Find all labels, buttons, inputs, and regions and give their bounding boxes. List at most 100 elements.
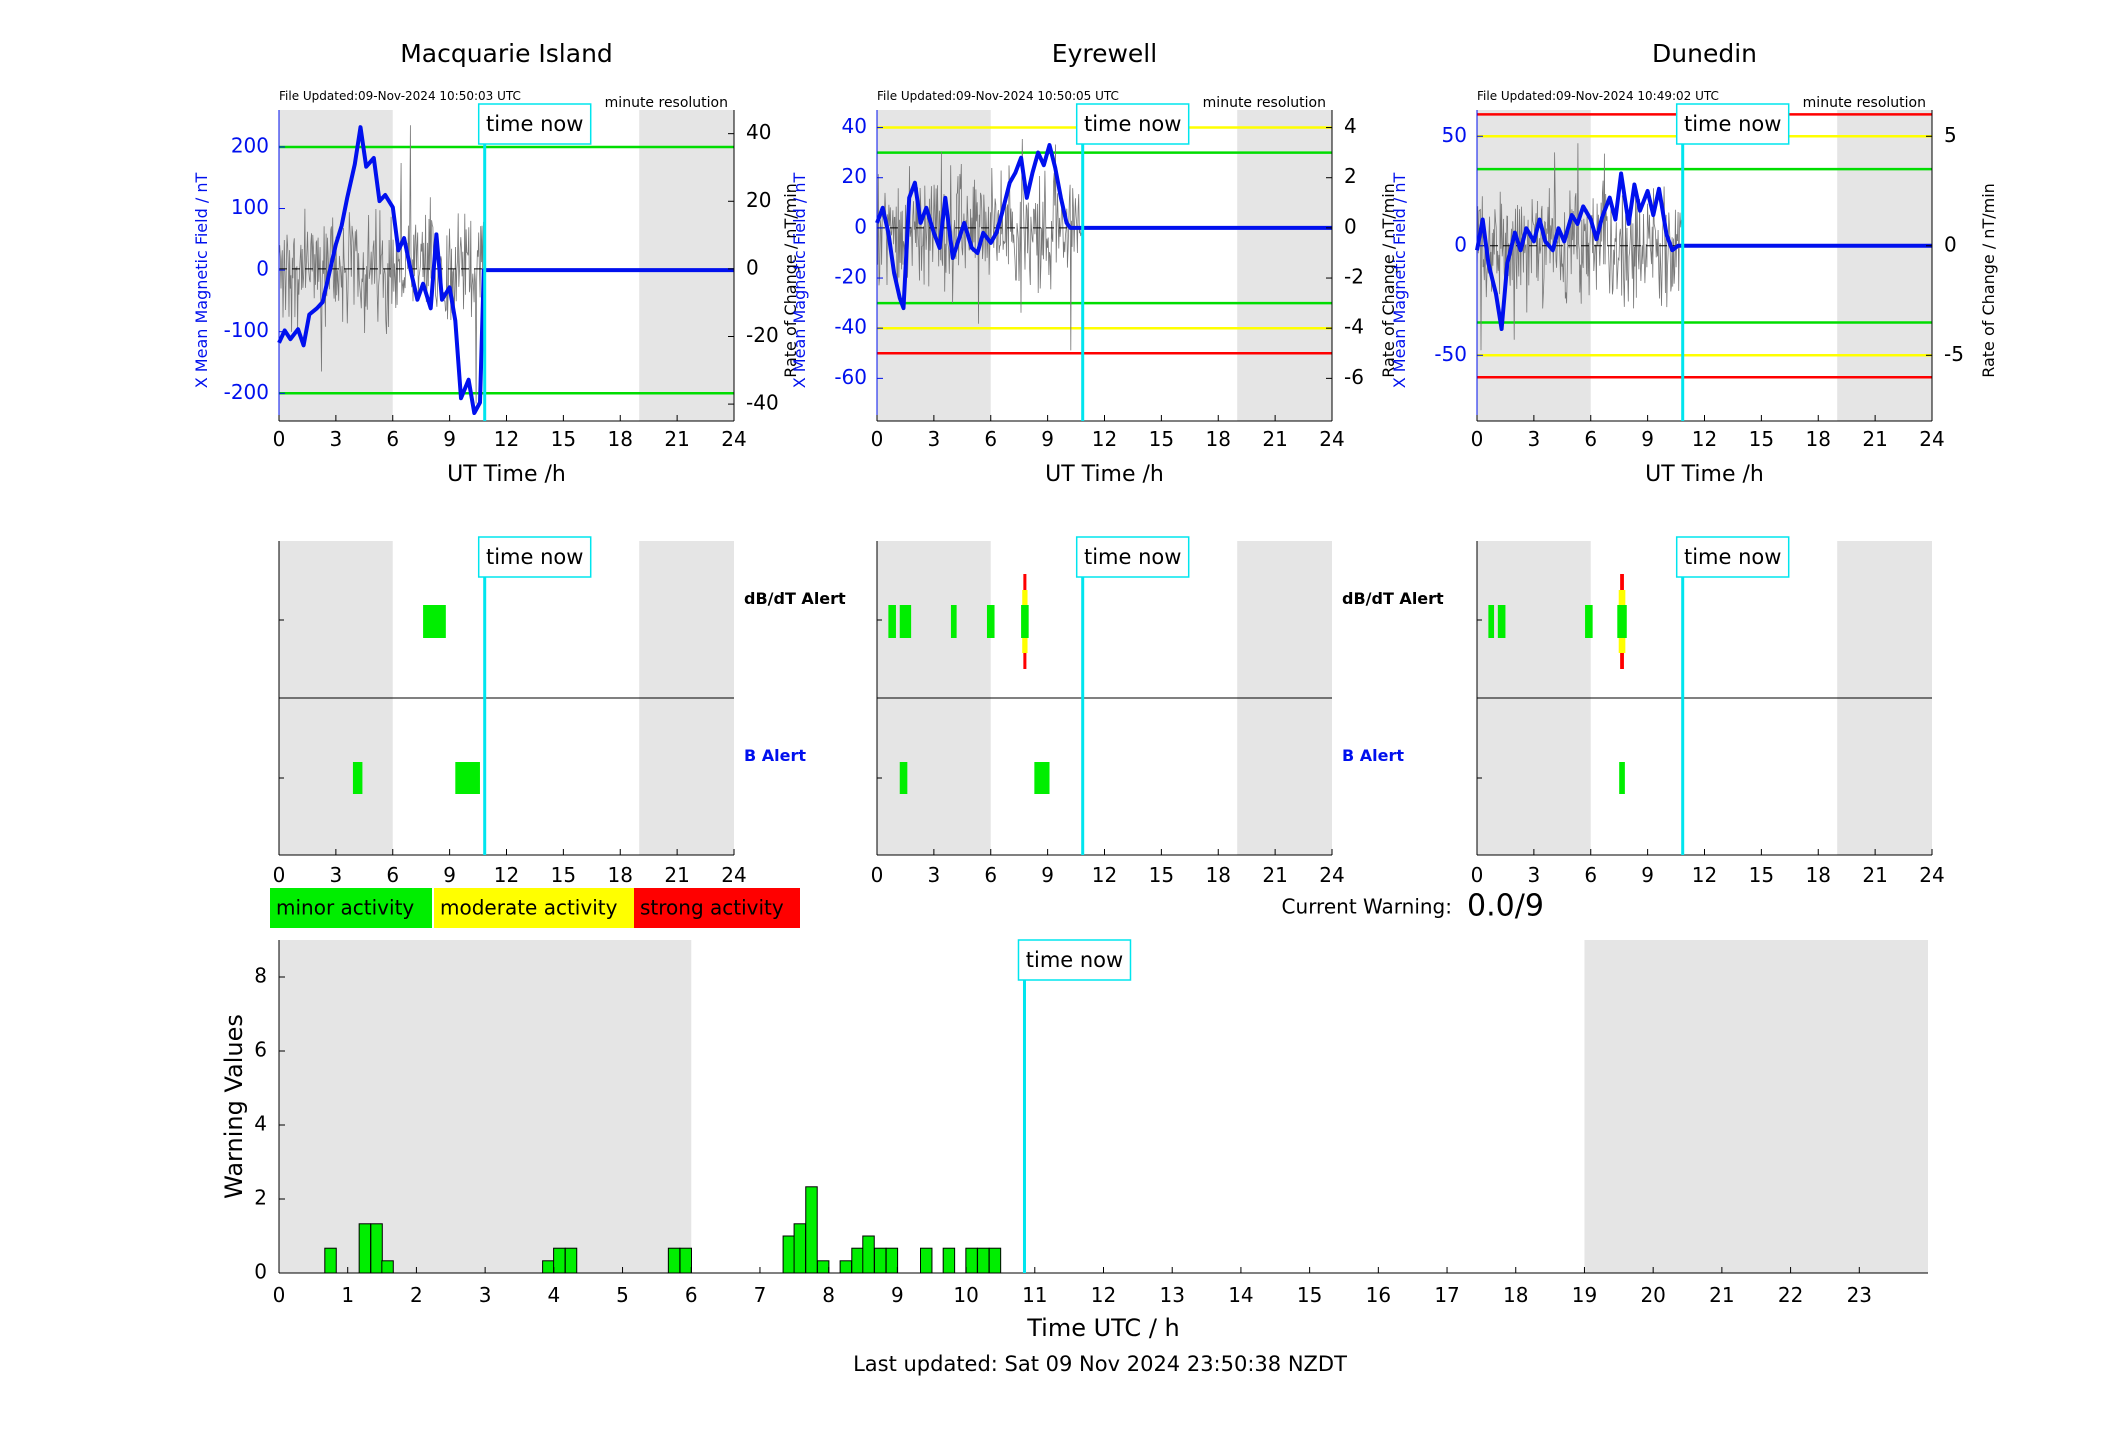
legend-label: strong activity [640, 896, 784, 920]
warning-bar [816, 1260, 830, 1274]
time-now-box [1675, 536, 1790, 578]
dbdt-alert-bar [888, 605, 896, 638]
time-now-label: time now [1684, 545, 1781, 569]
dbdt-alert-bar [1497, 605, 1506, 638]
x-tick-label: 18 [1206, 427, 1231, 451]
x-tick-label: 12 [1692, 427, 1717, 451]
night-shading [1837, 110, 1932, 421]
chart-x-tick-label: 22 [1778, 1283, 1803, 1307]
right-tick-label: 20 [746, 188, 771, 212]
site-title: Dunedin [1652, 39, 1757, 68]
file-updated: File Updated:09-Nov-2024 10:50:05 UTC [877, 89, 1119, 103]
left-y-label: X Mean Magnetic Field / nT [790, 173, 809, 389]
right-tick-label: -4 [1344, 315, 1364, 339]
x-tick-label: 0 [273, 427, 286, 451]
last-updated-footer: Last updated: Sat 09 Nov 2024 23:50:38 N… [853, 1352, 1347, 1376]
x-tick-label: 9 [1041, 863, 1054, 887]
x-tick-label: 0 [871, 863, 884, 887]
dbdt-alert-label: dB/dT Alert [1342, 589, 1444, 608]
b-alert-bar [1619, 762, 1625, 794]
x-tick-label: 24 [1319, 427, 1344, 451]
field-trace [277, 125, 734, 415]
time-now-label: time now [1084, 112, 1181, 136]
b-alert-bar [899, 762, 908, 794]
time-now-box [1017, 939, 1132, 981]
chart-x-tick-label: 1 [341, 1283, 354, 1307]
left-tick-label: 50 [1442, 123, 1467, 147]
time-now-label: time now [1084, 545, 1181, 569]
warning-bar [564, 1247, 578, 1274]
time-now-label: time now [486, 545, 583, 569]
chart-x-tick-label: 10 [953, 1283, 978, 1307]
warning-bar [358, 1223, 372, 1274]
x-tick-label: 9 [443, 427, 456, 451]
x-tick-label: 0 [871, 427, 884, 451]
x-tick-label: 12 [1092, 863, 1117, 887]
left-tick-label: -40 [834, 315, 867, 339]
chart-y-tick-label: 4 [254, 1112, 267, 1136]
dbdt-alert-bar [423, 605, 446, 638]
legend-swatch-strong-activity [634, 888, 800, 928]
chart-x-tick-label: 21 [1709, 1283, 1734, 1307]
left-y-label: X Mean Magnetic Field / nT [192, 173, 211, 389]
resolution-label: minute resolution [1203, 95, 1326, 111]
right-y-label: Rate of Change / nT/min [1979, 183, 1998, 378]
warning-bar [782, 1235, 796, 1274]
warning-bar [370, 1223, 383, 1274]
x-tick-label: 18 [608, 863, 633, 887]
chart-x-tick-label: 13 [1159, 1283, 1184, 1307]
b-alert-bar [352, 762, 363, 794]
left-tick-label: 200 [231, 133, 269, 157]
chart-y-label: Warning Values [220, 1014, 248, 1199]
x-tick-label: 21 [1862, 863, 1887, 887]
x-tick-label: 24 [721, 427, 746, 451]
right-tick-label: 0 [1344, 214, 1357, 238]
right-tick-label: -6 [1344, 365, 1364, 389]
current-warning-value: 0.0/9 [1467, 889, 1544, 924]
x-tick-label: 21 [1262, 863, 1287, 887]
site-title: Macquarie Island [400, 39, 613, 68]
right-tick-label: -20 [746, 323, 779, 347]
chart-x-tick-label: 5 [616, 1283, 629, 1307]
night-shading [279, 940, 692, 1273]
x-tick-label: 24 [1919, 863, 1944, 887]
chart-x-tick-label: 19 [1572, 1283, 1597, 1307]
x-tick-label: 6 [386, 427, 399, 451]
x-tick-label: 6 [984, 863, 997, 887]
x-tick-label: 3 [330, 863, 343, 887]
legend-swatch-moderate-activity [434, 888, 634, 928]
chart-x-tick-label: 0 [273, 1283, 286, 1307]
b-alert-bar [1034, 762, 1050, 794]
x-tick-label: 15 [1149, 863, 1174, 887]
x-tick-label: 21 [1262, 427, 1287, 451]
x-tick-label: 0 [1471, 427, 1484, 451]
dbdt-alert-bar [899, 605, 912, 638]
left-tick-label: -50 [1434, 342, 1467, 366]
b-alert-label: B Alert [744, 746, 806, 765]
x-tick-label: 18 [1806, 427, 1831, 451]
warning-bar [977, 1247, 990, 1274]
x-tick-label: 0 [1471, 863, 1484, 887]
left-y-label: X Mean Magnetic Field / nT [1390, 173, 1409, 389]
left-tick-label: -200 [224, 380, 269, 404]
dbdt-alert-label: dB/dT Alert [744, 589, 846, 608]
file-updated: File Updated:09-Nov-2024 10:50:03 UTC [279, 89, 521, 103]
x-tick-label: 0 [273, 863, 286, 887]
resolution-label: minute resolution [1803, 95, 1926, 111]
chart-x-tick-label: 17 [1434, 1283, 1459, 1307]
warning-bar [988, 1247, 1002, 1274]
rate-of-change-trace [278, 125, 484, 404]
x-tick-label: 9 [1041, 427, 1054, 451]
chart-x-tick-label: 18 [1503, 1283, 1528, 1307]
x-tick-label: 24 [721, 863, 746, 887]
x-tick-label: 6 [984, 427, 997, 451]
rate-of-change-trace [876, 138, 1082, 351]
x-tick-label: 9 [443, 863, 456, 887]
x-tick-label: 12 [494, 863, 519, 887]
warning-bar [381, 1260, 394, 1274]
x-tick-label: 21 [664, 863, 689, 887]
time-now-box [1675, 103, 1790, 145]
night-shading [1237, 110, 1332, 421]
